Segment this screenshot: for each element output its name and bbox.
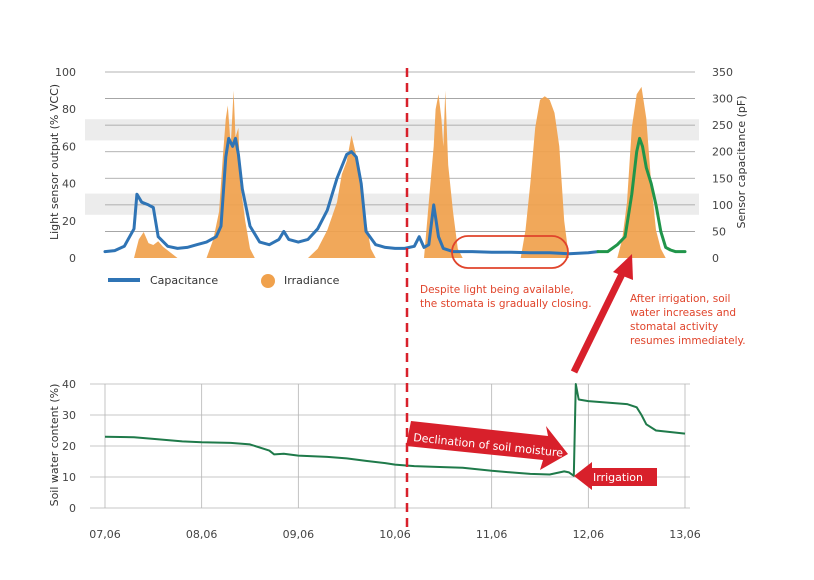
tick-label: 60 [62, 140, 76, 153]
bottom-y-axis-label: Soil water content (%) [48, 384, 61, 507]
bottom-chart: 0 10 20 30 40 07,06 08,06 09,06 10,06 11,06 12,06… [48, 378, 701, 541]
top-right-axis-label: Sensor capacitance (pF) [735, 95, 748, 228]
top-left-axis-label: Light sensor output (% VCC) [48, 84, 61, 240]
tick-label: 11,06 [476, 528, 508, 541]
top-chart: 0 20 40 60 80 100 0 50 100 150 200 250 300 350 Light… [48, 66, 748, 288]
stomata-annotation-line-1: Despite light being available, [420, 284, 574, 296]
irrigation-annotation-line-4: resumes immediately. [630, 335, 746, 347]
tick-label: 100 [712, 199, 733, 212]
legend-irradiance-label: Irradiance [284, 274, 340, 287]
stomata-annotation-line-2: the stomata is gradually closing. [420, 298, 592, 310]
tick-label: 150 [712, 172, 733, 185]
irrigation-response-arrow [570, 254, 633, 374]
tick-label: 40 [62, 178, 76, 191]
tick-label: 07,06 [89, 528, 121, 541]
irrigation-annotation-line-3: stomatal activity [630, 321, 718, 333]
irradiance-area [105, 86, 685, 259]
tick-label: 250 [712, 119, 733, 132]
tick-label: 300 [712, 93, 733, 106]
tick-label: 12,06 [573, 528, 605, 541]
soil-water-line [104, 383, 686, 477]
legend-capacitance-label: Capacitance [150, 274, 218, 287]
tick-label: 13,06 [669, 528, 701, 541]
tick-label: 20 [62, 215, 76, 228]
declination-arrow: Declination of soil moisture [406, 421, 568, 470]
capacitance-line [103, 136, 600, 256]
stomata-annotation: Despite light being available, the stoma… [420, 284, 592, 310]
tick-label: 10 [62, 471, 76, 484]
tick-label: 30 [62, 409, 76, 422]
irrigation-arrow-label: Irrigation [593, 471, 643, 484]
tick-label: 100 [55, 66, 76, 79]
bottom-series [104, 383, 686, 477]
tick-label: 200 [712, 146, 733, 159]
irrigation-annotation: After irrigation, soil water increases a… [630, 293, 746, 347]
top-grid-lines [105, 71, 695, 232]
top-series [103, 86, 687, 259]
irrigation-annotation-line-2: water increases and [630, 307, 736, 319]
top-grid-bands [85, 119, 699, 215]
bottom-y-ticks: 0 10 20 30 40 [62, 378, 76, 515]
tick-label: 80 [62, 103, 76, 116]
tick-label: 40 [62, 378, 76, 391]
legend: Capacitance Irradiance [108, 274, 340, 288]
bottom-x-ticks: 07,06 08,06 09,06 10,06 11,06 12,06 13,06 [89, 528, 701, 541]
top-right-ticks: 0 50 100 150 200 250 300 350 [712, 66, 733, 265]
legend-irradiance-swatch [261, 274, 275, 288]
tick-label: 20 [62, 440, 76, 453]
tick-label: 0 [712, 252, 719, 265]
top-left-ticks: 0 20 40 60 80 100 [55, 66, 76, 265]
irrigation-annotation-line-1: After irrigation, soil [630, 293, 730, 305]
stomata-highlight-ellipse [451, 235, 569, 269]
tick-label: 0 [69, 502, 76, 515]
tick-label: 350 [712, 66, 733, 79]
tick-label: 10,06 [379, 528, 411, 541]
bottom-grid-lines [90, 383, 690, 509]
tick-label: 0 [69, 252, 76, 265]
tick-label: 50 [712, 225, 726, 238]
tick-label: 09,06 [283, 528, 315, 541]
annotations: Despite light being available, the stoma… [405, 68, 746, 530]
capacitance-after-irrigation-line [596, 136, 687, 254]
irrigation-arrow: Irrigation [574, 462, 657, 490]
grid-band [85, 119, 699, 141]
grid-band [85, 193, 699, 215]
tick-label: 08,06 [186, 528, 218, 541]
